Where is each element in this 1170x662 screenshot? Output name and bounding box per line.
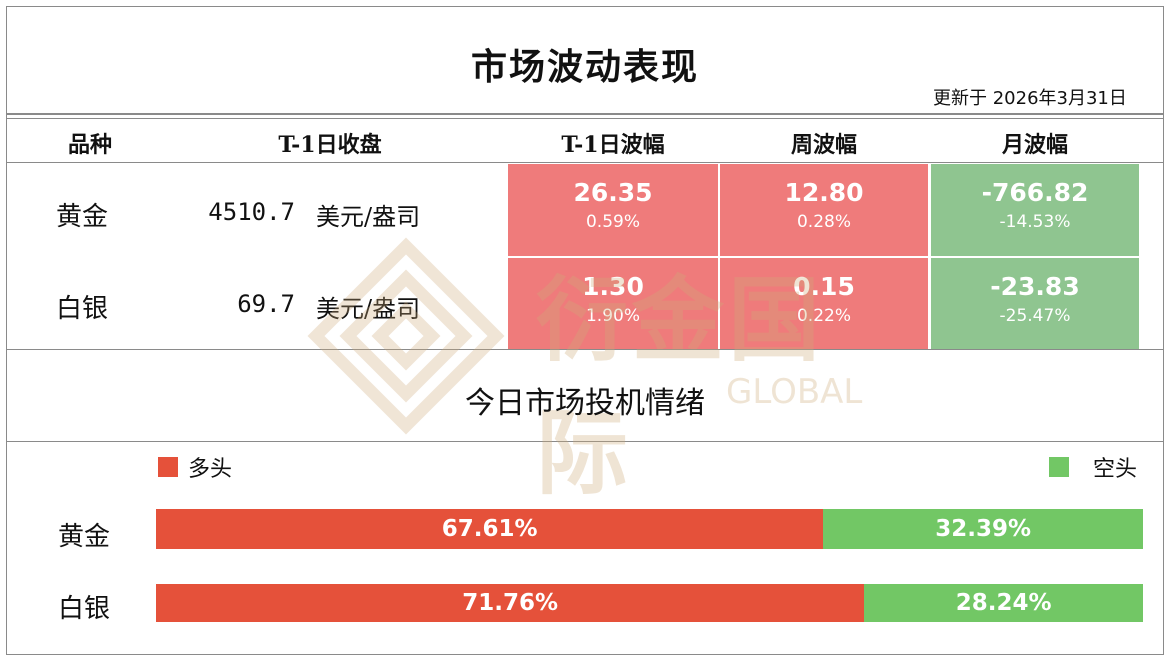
- percent: 1.90%: [585, 306, 640, 326]
- percent: 0.22%: [796, 306, 851, 326]
- divider-header: [6, 162, 1164, 163]
- cell-gold-month: -766.82 -14.53%: [931, 164, 1139, 256]
- cell-silver-week: 0.15 0.22%: [720, 258, 928, 349]
- divider-top: [6, 113, 1164, 115]
- value: 12.80: [784, 178, 864, 207]
- short-segment: 28.24%: [864, 584, 1143, 622]
- sentiment-bar-gold: 67.61% 32.39%: [156, 509, 1143, 549]
- update-date: 更新于 2026年3月31日: [933, 88, 1127, 109]
- value: -23.83: [990, 272, 1080, 301]
- page-title: 市场波动表现: [470, 46, 699, 88]
- value: 0.15: [793, 272, 855, 301]
- sentiment-title: 今日市场投机情绪: [465, 386, 705, 421]
- sentiment-bar-silver: 71.76% 28.24%: [156, 584, 1143, 622]
- row-name-silver: 白银: [56, 294, 109, 324]
- cell-gold-week: 12.80 0.28%: [720, 164, 928, 256]
- short-segment: 32.39%: [823, 509, 1143, 549]
- cell-silver-month: -23.83 -25.47%: [931, 258, 1139, 349]
- header-week-change: 周波幅: [790, 132, 857, 158]
- value: -766.82: [981, 178, 1089, 207]
- legend-long-swatch: [158, 457, 178, 477]
- long-segment: 67.61%: [156, 509, 824, 549]
- legend-short-swatch: [1049, 457, 1069, 477]
- long-segment: 71.76%: [156, 584, 865, 622]
- cell-silver-t1: 1.30 1.90%: [508, 258, 718, 349]
- value: 26.35: [573, 178, 653, 207]
- percent: 0.28%: [796, 212, 851, 232]
- close-price-gold: 4510.7: [208, 198, 295, 226]
- close-price-silver: 69.7: [237, 290, 295, 318]
- value: 1.30: [582, 272, 644, 301]
- legend-short-label: 空头: [1093, 457, 1138, 482]
- header-month-change: 月波幅: [1001, 132, 1068, 158]
- divider-top-inner: [6, 118, 1164, 119]
- bar-name-gold: 黄金: [58, 522, 111, 552]
- percent: 0.59%: [585, 212, 640, 232]
- header-t1-change: T-1日波幅: [561, 132, 665, 158]
- percent: -14.53%: [999, 212, 1071, 232]
- divider-sentiment: [6, 441, 1164, 442]
- legend-long-label: 多头: [188, 457, 233, 482]
- header-close: T-1日收盘: [278, 132, 382, 158]
- unit-gold: 美元/盎司: [316, 203, 421, 231]
- row-name-gold: 黄金: [56, 202, 109, 232]
- table-frame: [6, 6, 1164, 655]
- unit-silver: 美元/盎司: [316, 295, 421, 323]
- bar-name-silver: 白银: [58, 594, 111, 624]
- cell-gold-t1: 26.35 0.59%: [508, 164, 718, 256]
- divider-table-bottom: [6, 349, 1164, 350]
- percent: -25.47%: [999, 306, 1071, 326]
- header-variety: 品种: [67, 132, 112, 158]
